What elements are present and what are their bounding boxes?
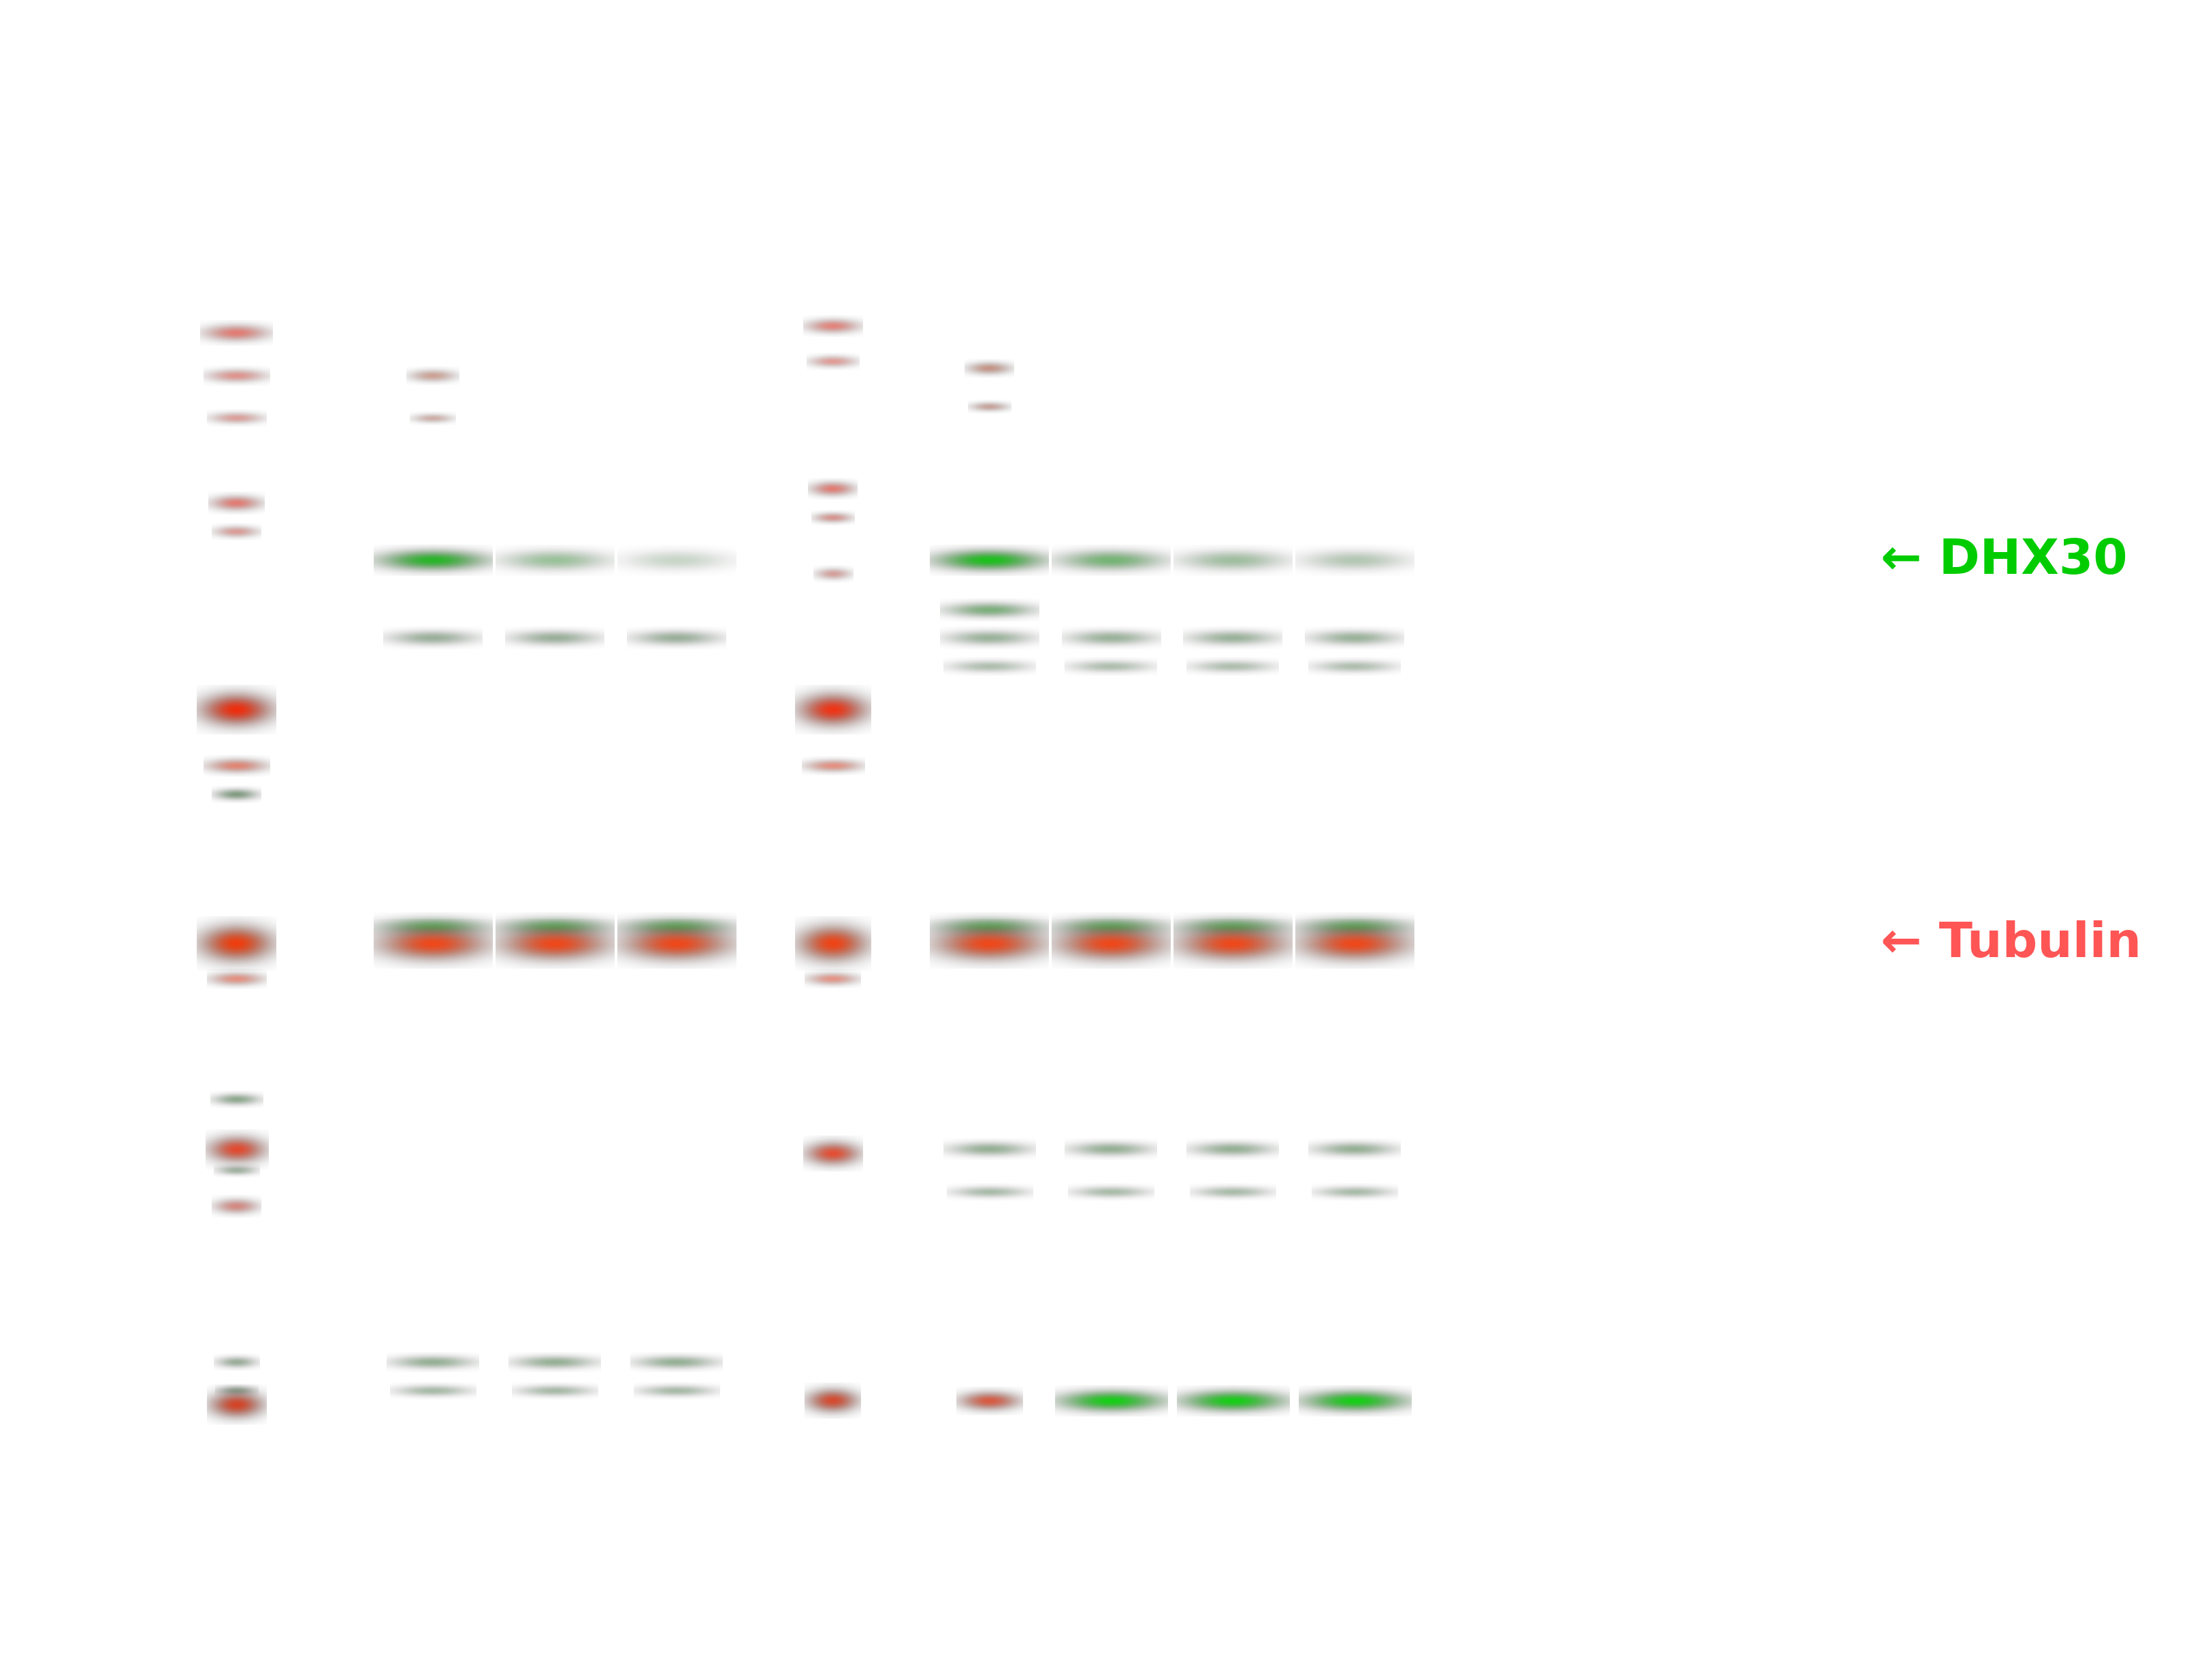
Text: ← Tubulin: ← Tubulin xyxy=(1881,921,2141,968)
Text: ← DHX30: ← DHX30 xyxy=(1881,538,2128,583)
